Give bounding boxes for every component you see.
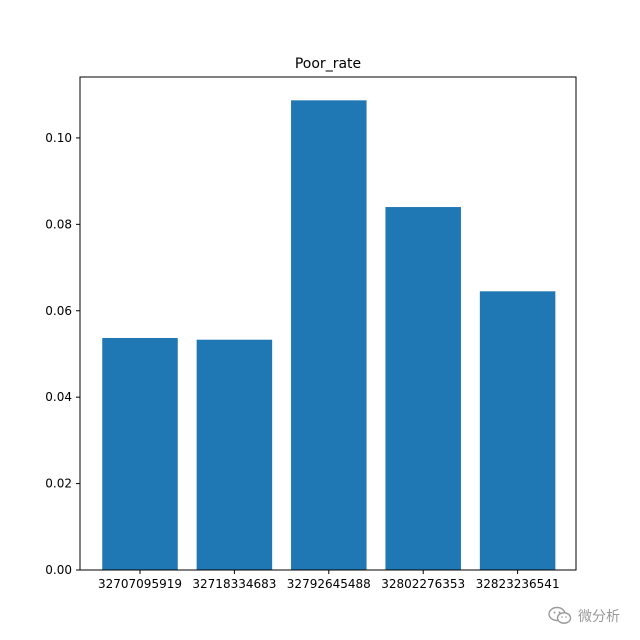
x-tick-label: 32802276353 [381, 577, 465, 591]
y-tick-label: 0.08 [45, 217, 72, 231]
bar-32823236541 [479, 291, 556, 570]
bar-32707095919 [102, 337, 178, 570]
y-tick-label: 0.10 [45, 131, 72, 145]
x-tick-label: 32792645488 [287, 577, 371, 591]
x-tick-label: 32707095919 [98, 577, 182, 591]
bar-32792645488 [291, 100, 367, 571]
plot-frame [79, 76, 577, 571]
y-tick-label: 0.04 [45, 390, 72, 404]
x-tick-label: 32718334683 [192, 577, 276, 591]
bar-32802276353 [385, 207, 461, 570]
wechat-icon [548, 606, 572, 624]
y-tick-label: 0.06 [45, 304, 72, 318]
x-axis: 32707095919 32718334683 32792645488 3280227… [98, 570, 560, 591]
y-tick-label: 0.00 [45, 563, 72, 577]
x-tick-label: 32823236541 [476, 577, 560, 591]
watermark: 微分析 [548, 606, 620, 626]
bars-group [102, 100, 556, 571]
chart-title: Poor_rate [295, 56, 361, 72]
y-axis: 0.00 0.02 0.04 0.06 0.08 0.10 [45, 131, 80, 577]
bar-32718334683 [196, 339, 273, 570]
y-tick-label: 0.02 [45, 477, 72, 491]
watermark-text: 微分析 [578, 609, 620, 625]
